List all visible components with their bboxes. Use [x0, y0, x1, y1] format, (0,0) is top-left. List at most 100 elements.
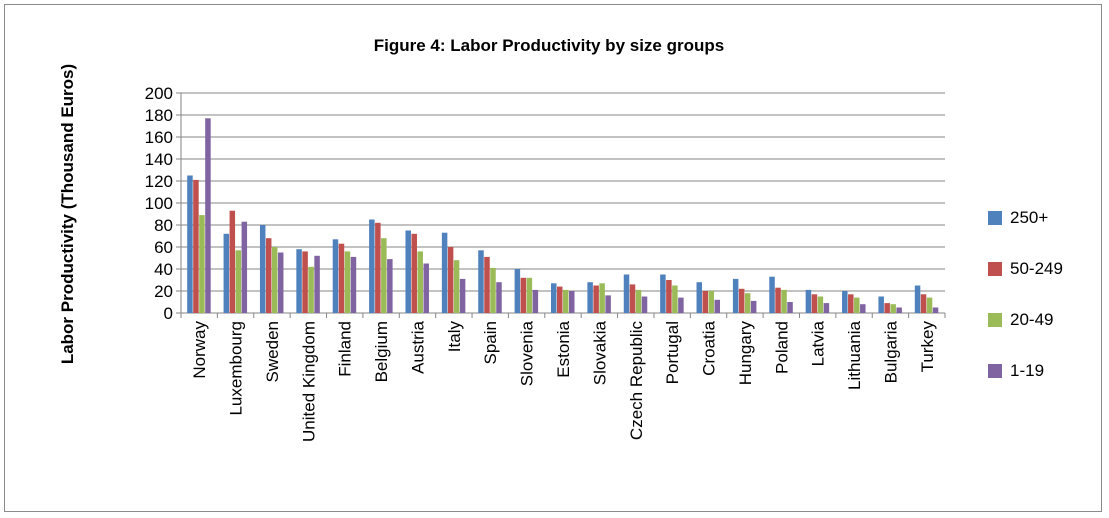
bar-50-249 — [557, 286, 563, 313]
bar-1-19 — [387, 259, 393, 313]
y-tick-label: 40 — [154, 260, 173, 279]
bar-1-19 — [860, 304, 866, 313]
legend-item: 1-19 — [988, 361, 1044, 381]
bar-250- — [478, 250, 484, 313]
bar-250- — [259, 225, 266, 313]
bar-1-19 — [641, 296, 648, 313]
y-tick-label: 80 — [154, 216, 173, 235]
bar-20-49 — [490, 267, 496, 313]
bar-50-249 — [702, 291, 709, 313]
bar-1-19 — [314, 255, 320, 313]
y-tick-label: 140 — [145, 150, 173, 169]
bar-20-49 — [199, 215, 205, 313]
bar-1-19 — [241, 221, 248, 313]
bar-50-249 — [193, 179, 199, 313]
bar-1-19 — [205, 118, 211, 313]
bar-250- — [878, 296, 884, 313]
bar-1-19 — [277, 252, 284, 313]
bar-250- — [842, 291, 848, 313]
legend-label: 20-49 — [1010, 310, 1054, 329]
bar-1-19 — [932, 307, 939, 313]
bar-20-49 — [453, 260, 460, 313]
bar-20-49 — [854, 297, 860, 313]
x-tick-label: Norway — [190, 321, 209, 379]
x-tick-label: Slovakia — [590, 320, 609, 385]
bar-20-49 — [417, 251, 423, 313]
bar-250- — [696, 282, 703, 313]
x-tick-label: Croatia — [700, 320, 719, 375]
bar-1-19 — [496, 282, 502, 313]
bar-50-249 — [738, 288, 745, 313]
bar-250- — [332, 239, 339, 313]
bar-20-49 — [526, 277, 533, 313]
bar-20-49 — [635, 289, 642, 313]
x-tick-label: Estonia — [554, 320, 573, 377]
legend-swatch — [988, 313, 1002, 327]
bar-1-19 — [823, 303, 830, 313]
bar-250- — [369, 219, 375, 313]
bar-20-49 — [781, 289, 787, 313]
bar-20-49 — [271, 247, 278, 313]
bar-50-249 — [666, 280, 672, 313]
x-tick-label: Belgium — [372, 321, 391, 382]
bar-1-19 — [423, 263, 429, 313]
bar-250- — [405, 230, 411, 313]
legend-label: 1-19 — [1010, 361, 1045, 380]
x-tick-label: Poland — [772, 321, 791, 374]
legend-swatch — [988, 262, 1002, 276]
bar-250- — [441, 232, 448, 313]
bar-50-249 — [775, 287, 781, 313]
bar-20-49 — [344, 251, 351, 313]
bar-50-249 — [484, 256, 490, 313]
bar-20-49 — [672, 285, 678, 313]
bar-50-249 — [302, 251, 308, 313]
bar-20-49 — [817, 296, 824, 313]
bar-250- — [514, 269, 521, 313]
bar-250- — [187, 175, 193, 313]
bar-20-49 — [926, 297, 933, 313]
bar-250- — [623, 274, 630, 313]
bar-250- — [587, 282, 593, 313]
bar-1-19 — [750, 300, 757, 313]
bar-20-49 — [708, 291, 715, 313]
bar-1-19 — [678, 297, 684, 313]
bar-250- — [223, 233, 230, 313]
bar-1-19 — [605, 295, 611, 313]
x-tick-label: Slovenia — [518, 320, 537, 386]
bar-250- — [551, 283, 557, 313]
bar-50-249 — [920, 294, 927, 313]
bar-1-19 — [569, 291, 575, 313]
bar-1-19 — [714, 299, 721, 313]
x-tick-label: Bulgaria — [881, 320, 900, 383]
chart-frame — [4, 4, 1102, 512]
bar-1-19 — [459, 278, 466, 313]
bar-20-49 — [890, 304, 896, 313]
bar-50-249 — [411, 233, 417, 313]
legend-swatch — [988, 211, 1002, 225]
bar-20-49 — [235, 250, 242, 313]
bar-250- — [769, 276, 775, 313]
y-tick-label: 0 — [164, 304, 173, 323]
x-tick-label: Italy — [445, 321, 464, 353]
y-tick-label: 20 — [154, 282, 173, 301]
legend-label: 250+ — [1010, 208, 1049, 227]
x-tick-label: Czech Republic — [627, 321, 646, 441]
bar-50-249 — [811, 294, 818, 313]
legend-swatch — [988, 364, 1002, 378]
x-tick-label: Luxembourg — [227, 321, 246, 416]
bar-50-249 — [593, 285, 599, 313]
x-tick-label: Turkey — [918, 321, 937, 373]
legend-item: 50-249 — [988, 259, 1063, 279]
bar-250- — [914, 285, 921, 313]
y-tick-label: 200 — [145, 84, 173, 103]
bar-50-249 — [629, 284, 636, 313]
x-tick-label: Hungary — [736, 321, 755, 386]
chart-title: Figure 4: Labor Productivity by size gro… — [373, 36, 725, 55]
bar-1-19 — [896, 307, 902, 313]
bar-20-49 — [744, 293, 751, 313]
bar-1-19 — [787, 302, 793, 313]
bar-250- — [732, 278, 739, 313]
x-tick-label: Sweden — [263, 321, 282, 382]
y-tick-label: 100 — [145, 194, 173, 213]
bar-1-19 — [532, 289, 539, 313]
